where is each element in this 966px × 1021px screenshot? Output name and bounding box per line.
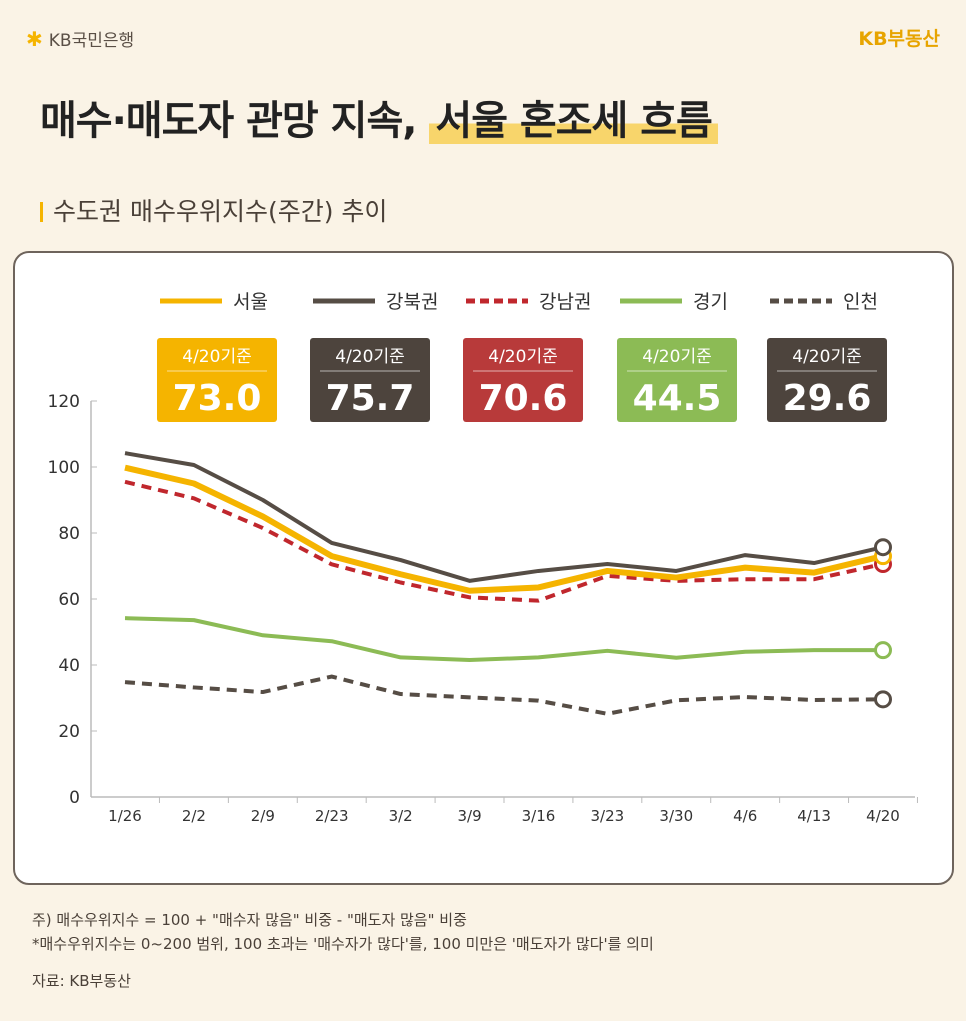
y-tick-label: 60 <box>58 590 80 610</box>
badge-강남권 <box>463 338 583 422</box>
chart-subtitle: 수도권 매수우위지수(주간) 추이 <box>40 192 387 228</box>
legend-label: 경기 <box>693 291 728 313</box>
badge-value: 73.0 <box>173 378 262 419</box>
x-tick-label: 4/13 <box>797 807 831 825</box>
badge-label: 4/20기준 <box>335 347 404 367</box>
badge-value: 44.5 <box>633 378 722 419</box>
x-tick-label: 3/16 <box>522 807 556 825</box>
badge-label: 4/20기준 <box>792 347 861 367</box>
footnote-2: *매수우위지수는 0~200 범위, 100 초과는 '매수자가 많다'를, 1… <box>32 935 654 953</box>
brand-left-text: KB국민은행 <box>48 31 135 51</box>
legend-label: 서울 <box>233 291 268 313</box>
y-tick-label: 100 <box>48 458 80 478</box>
subtitle-bar <box>40 202 43 222</box>
kb-star-icon: ✱ <box>26 26 43 51</box>
badge-인천 <box>767 338 887 422</box>
badge-경기 <box>617 338 737 422</box>
y-tick-label: 40 <box>58 656 80 676</box>
series-line-강남권 <box>124 479 884 603</box>
y-tick-label: 20 <box>58 722 80 742</box>
source-note: 자료: KB부동산 <box>32 972 131 990</box>
series-line-경기 <box>124 616 883 663</box>
x-tick-label: 2/9 <box>251 807 275 825</box>
x-tick-label: 3/2 <box>389 807 413 825</box>
x-tick-label: 4/6 <box>733 807 757 825</box>
series-line-서울 <box>124 464 884 594</box>
kb-realestate-logo: KB부동산 <box>858 28 940 50</box>
badge-서울 <box>157 338 277 422</box>
page-title: 매수·매도자 관망 지속, 서울 혼조세 흐름 <box>40 88 718 146</box>
x-tick-label: 3/30 <box>659 807 693 825</box>
title-highlight: 서울 혼조세 흐름 <box>429 98 718 144</box>
y-tick-label: 80 <box>58 524 80 544</box>
badge-label: 4/20기준 <box>642 347 711 367</box>
endpoint-marker <box>874 538 892 557</box>
footnote-1: 주) 매수우위지수 = 100 + "매수자 많음" 비중 - "매도자 많음"… <box>32 911 467 929</box>
x-tick-label: 2/2 <box>182 807 206 825</box>
legend-label: 강북권 <box>386 291 438 313</box>
x-tick-label: 3/23 <box>591 807 625 825</box>
x-tick-label: 3/9 <box>457 807 481 825</box>
badge-label: 4/20기준 <box>182 347 251 367</box>
legend-label: 인천 <box>843 291 878 313</box>
x-tick-label: 4/20 <box>866 807 900 825</box>
legend-label: 강남권 <box>539 291 591 313</box>
series-line-강북권 <box>124 451 884 583</box>
footnotes: 주) 매수우위지수 = 100 + "매수자 많음" 비중 - "매도자 많음"… <box>32 908 654 956</box>
endpoint-marker <box>874 690 892 709</box>
badge-value: 70.6 <box>479 378 568 419</box>
subtitle-text: 수도권 매수우위지수(주간) 추이 <box>53 197 388 226</box>
endpoint-marker <box>874 641 892 660</box>
badge-label: 4/20기준 <box>488 347 557 367</box>
series-line-인천 <box>124 674 884 716</box>
badge-value: 29.6 <box>783 378 872 419</box>
title-main: 매수·매도자 관망 지속, <box>40 98 417 144</box>
y-tick-label: 120 <box>48 392 80 412</box>
badge-value: 75.7 <box>326 378 415 419</box>
badge-강북권 <box>310 338 430 422</box>
x-tick-label: 2/23 <box>315 807 349 825</box>
kb-bank-logo: ✱ KB국민은행 <box>26 26 135 52</box>
y-tick-label: 0 <box>69 788 80 808</box>
x-tick-label: 1/26 <box>108 807 142 825</box>
